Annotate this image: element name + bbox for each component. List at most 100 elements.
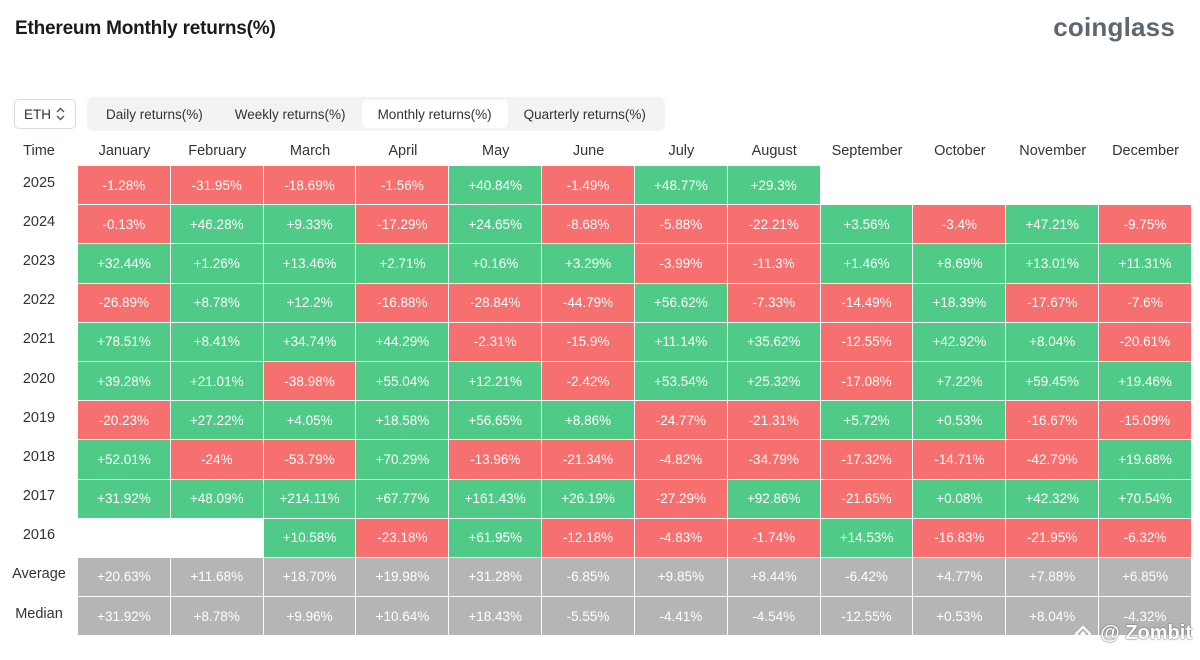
return-cell[interactable]: -21.34%: [542, 440, 635, 480]
return-cell[interactable]: -5.55%: [542, 597, 635, 637]
return-cell[interactable]: +214.11%: [263, 479, 357, 519]
return-cell[interactable]: -4.54%: [727, 597, 821, 637]
return-cell[interactable]: -6.42%: [820, 557, 914, 598]
return-cell[interactable]: +9.96%: [263, 597, 357, 637]
return-cell[interactable]: +10.64%: [356, 597, 450, 637]
tab-monthly[interactable]: Monthly returns(%): [361, 100, 508, 128]
return-cell[interactable]: -13.96%: [449, 440, 543, 480]
return-cell[interactable]: -14.49%: [820, 283, 914, 323]
return-cell[interactable]: -24%: [170, 440, 264, 480]
return-cell[interactable]: +47.21%: [1006, 205, 1100, 245]
return-cell[interactable]: -44.79%: [542, 283, 635, 323]
return-cell[interactable]: +1.26%: [170, 244, 264, 284]
return-cell[interactable]: -12.55%: [820, 322, 914, 362]
return-cell[interactable]: +8.78%: [170, 283, 264, 323]
return-cell[interactable]: +8.86%: [542, 401, 635, 441]
return-cell[interactable]: +19.46%: [1099, 361, 1192, 402]
return-cell[interactable]: -20.61%: [1099, 322, 1192, 362]
return-cell[interactable]: +19.68%: [1099, 440, 1192, 480]
return-cell[interactable]: -53.79%: [263, 440, 357, 480]
return-cell[interactable]: -7.33%: [727, 283, 821, 323]
return-cell[interactable]: -8.68%: [542, 205, 635, 245]
return-cell[interactable]: +32.44%: [78, 244, 171, 284]
return-cell[interactable]: +1.46%: [820, 244, 914, 284]
return-cell[interactable]: +8.78%: [170, 597, 264, 637]
return-cell[interactable]: -15.09%: [1099, 401, 1192, 441]
return-cell[interactable]: +92.86%: [727, 479, 821, 519]
return-cell[interactable]: +161.43%: [449, 479, 543, 519]
return-cell[interactable]: +0.08%: [913, 479, 1007, 519]
return-cell[interactable]: +8.41%: [170, 322, 264, 362]
return-cell[interactable]: +8.04%: [1006, 597, 1100, 637]
return-cell[interactable]: +0.53%: [913, 597, 1007, 637]
return-cell[interactable]: -42.79%: [1006, 440, 1100, 480]
return-cell[interactable]: +18.70%: [263, 557, 357, 598]
return-cell[interactable]: -7.6%: [1099, 283, 1192, 323]
return-cell[interactable]: +11.31%: [1099, 244, 1192, 284]
return-cell[interactable]: -14.71%: [913, 440, 1007, 480]
return-cell[interactable]: -12.18%: [542, 518, 635, 558]
column-header-february[interactable]: February: [188, 143, 247, 159]
return-cell[interactable]: +8.69%: [913, 244, 1007, 284]
return-cell[interactable]: +7.22%: [913, 361, 1007, 402]
return-cell[interactable]: +70.54%: [1099, 479, 1192, 519]
return-cell[interactable]: -2.42%: [542, 361, 635, 402]
return-cell[interactable]: +7.88%: [1006, 557, 1100, 598]
column-header-april[interactable]: April: [388, 143, 418, 159]
return-cell[interactable]: -6.85%: [542, 557, 635, 598]
return-cell[interactable]: +12.21%: [449, 361, 543, 402]
tab-daily[interactable]: Daily returns(%): [106, 106, 203, 122]
return-cell[interactable]: +5.72%: [820, 401, 914, 441]
return-cell[interactable]: -22.21%: [727, 205, 821, 245]
return-cell[interactable]: +21.01%: [170, 361, 264, 402]
return-cell[interactable]: +70.29%: [356, 440, 450, 480]
return-cell[interactable]: +0.53%: [913, 401, 1007, 441]
return-cell[interactable]: +13.46%: [263, 244, 357, 284]
return-cell[interactable]: -20.23%: [78, 401, 171, 441]
return-cell[interactable]: +20.63%: [78, 557, 171, 598]
return-cell[interactable]: +27.22%: [170, 401, 264, 441]
return-cell[interactable]: -1.74%: [727, 518, 821, 558]
return-cell[interactable]: +2.71%: [356, 244, 450, 284]
return-cell[interactable]: -16.83%: [913, 518, 1007, 558]
return-cell[interactable]: -26.89%: [78, 283, 171, 323]
return-cell[interactable]: +56.65%: [449, 401, 543, 441]
asset-select[interactable]: ETH: [14, 99, 76, 129]
return-cell[interactable]: +29.3%: [727, 166, 821, 206]
return-cell[interactable]: -11.3%: [727, 244, 821, 284]
return-cell[interactable]: -28.84%: [449, 283, 543, 323]
return-cell[interactable]: -17.67%: [1006, 283, 1100, 323]
return-cell[interactable]: +8.44%: [727, 557, 821, 598]
return-cell[interactable]: +55.04%: [356, 361, 450, 402]
return-cell[interactable]: +9.33%: [263, 205, 357, 245]
return-cell[interactable]: +48.77%: [634, 166, 728, 206]
column-header-march[interactable]: March: [289, 143, 331, 159]
return-cell[interactable]: +18.39%: [913, 283, 1007, 323]
return-cell[interactable]: +8.04%: [1006, 322, 1100, 362]
return-cell[interactable]: -4.82%: [634, 440, 728, 480]
return-cell[interactable]: -17.29%: [356, 205, 450, 245]
return-cell[interactable]: -5.88%: [634, 205, 728, 245]
return-cell[interactable]: +53.54%: [634, 361, 728, 402]
return-cell[interactable]: +46.28%: [170, 205, 264, 245]
return-cell[interactable]: -6.32%: [1099, 518, 1192, 558]
return-cell[interactable]: +25.32%: [727, 361, 821, 402]
return-cell[interactable]: -27.29%: [634, 479, 728, 519]
return-cell[interactable]: +11.14%: [634, 322, 728, 362]
brand-logo[interactable]: coinglass: [1053, 12, 1175, 42]
return-cell[interactable]: +24.65%: [449, 205, 543, 245]
return-cell[interactable]: +18.58%: [356, 401, 450, 441]
return-cell[interactable]: -31.95%: [170, 166, 264, 206]
return-cell[interactable]: -23.18%: [356, 518, 450, 558]
return-cell[interactable]: +18.43%: [449, 597, 543, 637]
return-cell[interactable]: -1.56%: [356, 166, 450, 206]
column-header-october[interactable]: October: [934, 143, 986, 159]
return-cell[interactable]: +44.29%: [356, 322, 450, 362]
return-cell[interactable]: +40.84%: [449, 166, 543, 206]
return-cell[interactable]: -21.65%: [820, 479, 914, 519]
return-cell[interactable]: +14.53%: [820, 518, 914, 558]
return-cell[interactable]: -3.4%: [913, 205, 1007, 245]
return-cell[interactable]: -16.67%: [1006, 401, 1100, 441]
column-header-november[interactable]: November: [1019, 143, 1087, 159]
return-cell[interactable]: +9.85%: [634, 557, 728, 598]
